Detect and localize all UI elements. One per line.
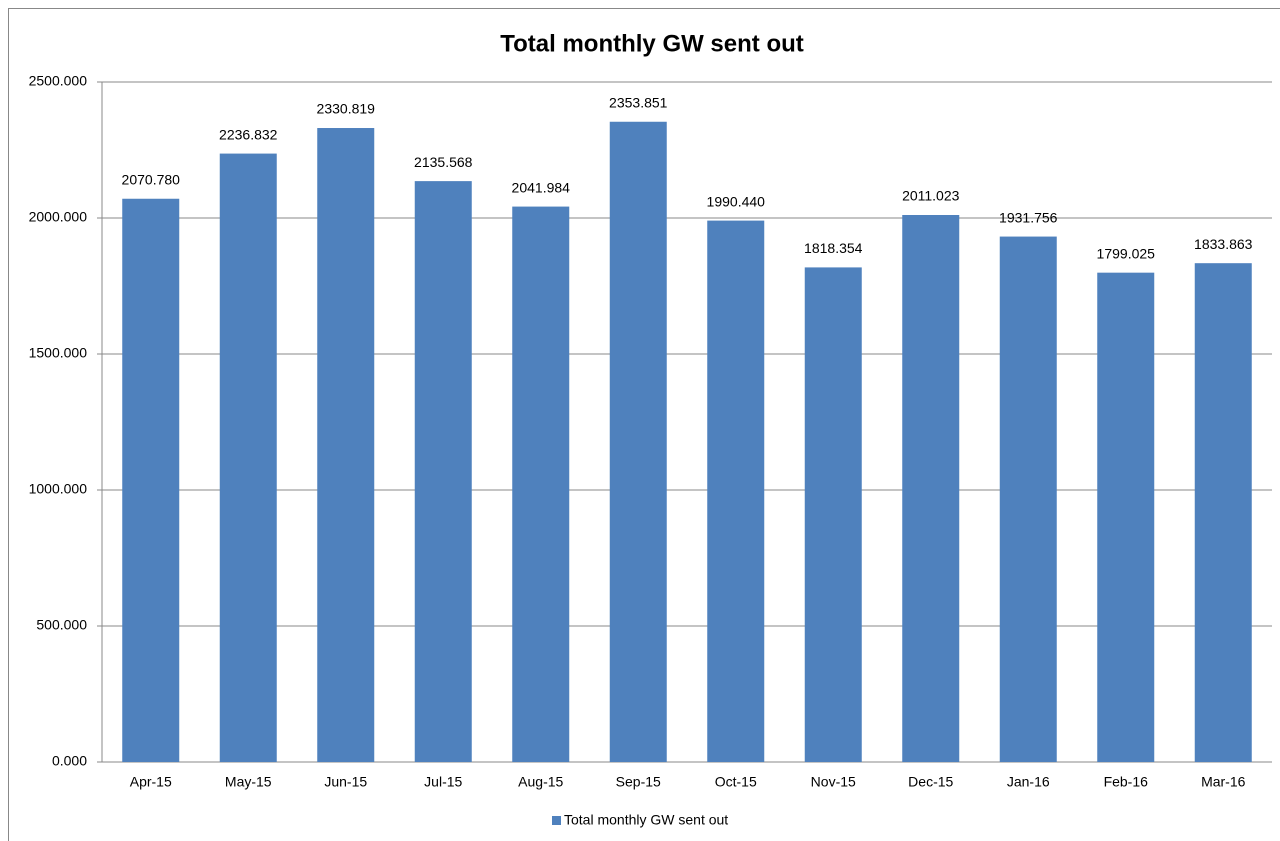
- x-tick-label: May-15: [225, 774, 272, 790]
- y-tick-label: 2000.000: [29, 209, 88, 225]
- data-label: 1818.354: [804, 240, 863, 256]
- bar: [512, 206, 570, 763]
- bar: [122, 198, 180, 763]
- data-label: 2011.023: [902, 188, 960, 204]
- legend-swatch: [552, 816, 561, 825]
- bar: [804, 267, 862, 762]
- bar: [999, 236, 1057, 762]
- data-label: 2236.832: [219, 126, 278, 142]
- bar: [902, 215, 960, 763]
- data-label: 2330.819: [317, 101, 376, 117]
- bar: [1097, 272, 1155, 762]
- y-tick-label: 0.000: [52, 753, 87, 769]
- x-tick-label: Jul-15: [424, 774, 462, 790]
- bar: [609, 121, 667, 763]
- x-tick-label: Feb-16: [1104, 774, 1149, 790]
- x-tick-label: Dec-15: [908, 774, 953, 790]
- data-label: 1990.440: [707, 193, 766, 209]
- x-tick-label: Oct-15: [715, 774, 757, 790]
- data-label: 1833.863: [1194, 236, 1253, 252]
- data-label: 2070.780: [122, 171, 181, 187]
- y-tick-label: 2500.000: [29, 73, 88, 89]
- data-label: 2041.984: [512, 179, 571, 195]
- bar: [317, 128, 375, 763]
- x-tick-label: Apr-15: [130, 774, 172, 790]
- data-label: 1799.025: [1097, 245, 1156, 261]
- x-tick-label: Sep-15: [616, 774, 661, 790]
- bar: [219, 153, 277, 763]
- bar: [414, 181, 472, 763]
- y-tick-label: 500.000: [36, 617, 87, 633]
- y-tick-label: 1500.000: [29, 345, 88, 361]
- legend-label: Total monthly GW sent out: [564, 812, 728, 828]
- data-label: 2353.851: [609, 94, 668, 110]
- y-tick-label: 1000.000: [29, 481, 88, 497]
- x-tick-label: Mar-16: [1201, 774, 1246, 790]
- bar: [1194, 263, 1252, 762]
- x-tick-label: Nov-15: [811, 774, 856, 790]
- x-tick-label: Aug-15: [518, 774, 563, 790]
- bar: [707, 220, 765, 762]
- chart-border: [8, 8, 1280, 841]
- data-label: 1931.756: [999, 209, 1058, 225]
- data-label: 2135.568: [414, 154, 473, 170]
- chart-title: Total monthly GW sent out: [500, 30, 804, 57]
- x-tick-label: Jun-15: [324, 774, 367, 790]
- x-tick-label: Jan-16: [1007, 774, 1050, 790]
